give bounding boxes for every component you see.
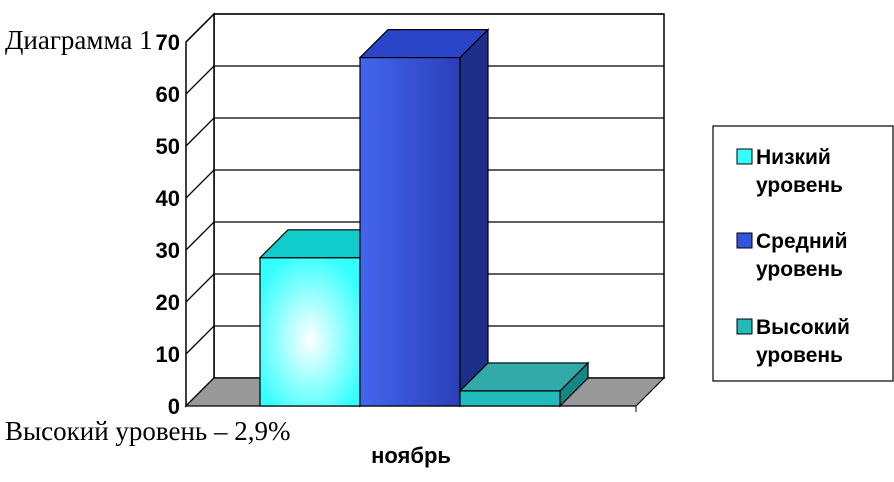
bar-side [459,28,489,408]
legend-swatch-high [736,318,753,335]
gridline [185,13,664,43]
legend-label-mid-line2: уровень [756,258,843,281]
legend-label-low-line2: уровень [756,174,843,197]
gridline [185,117,664,147]
y-tick-label: 30 [156,238,180,263]
legend: Низкий уровень Средний уровень Высокий у… [712,125,894,382]
y-tick-label: 40 [156,186,180,211]
bar [459,390,561,407]
legend-box [712,125,894,382]
legend-swatch-mid [736,232,753,249]
y-tick-label: 50 [156,134,180,159]
legend-label-low-line1: Низкий [756,146,831,169]
legend-label-high-line2: уровень [756,344,843,367]
y-tick-label: 20 [156,290,180,315]
caption-top: Диаграмма 1 [5,25,153,55]
legend-swatch-low [736,148,753,165]
y-tick-label: 0 [168,394,180,419]
bar-group [458,361,590,408]
legend-label-high-line1: Высокий [756,316,850,339]
gridline [185,65,664,95]
y-tick-label: 60 [156,82,180,107]
y-tick-label: 10 [156,342,180,367]
y-tick-label: 70 [156,30,180,55]
caption-bottom: Высокий уровень – 2,9% [5,416,290,446]
gridline [185,325,664,355]
bar [259,257,361,407]
bar [359,56,461,407]
side-wall [185,12,215,408]
gridline [185,273,664,303]
bar-group [358,28,490,408]
gridline [185,169,664,199]
gridline [185,221,664,251]
legend-label-mid-line1: Средний [756,230,848,253]
x-tick-label: ноябрь [371,443,451,468]
